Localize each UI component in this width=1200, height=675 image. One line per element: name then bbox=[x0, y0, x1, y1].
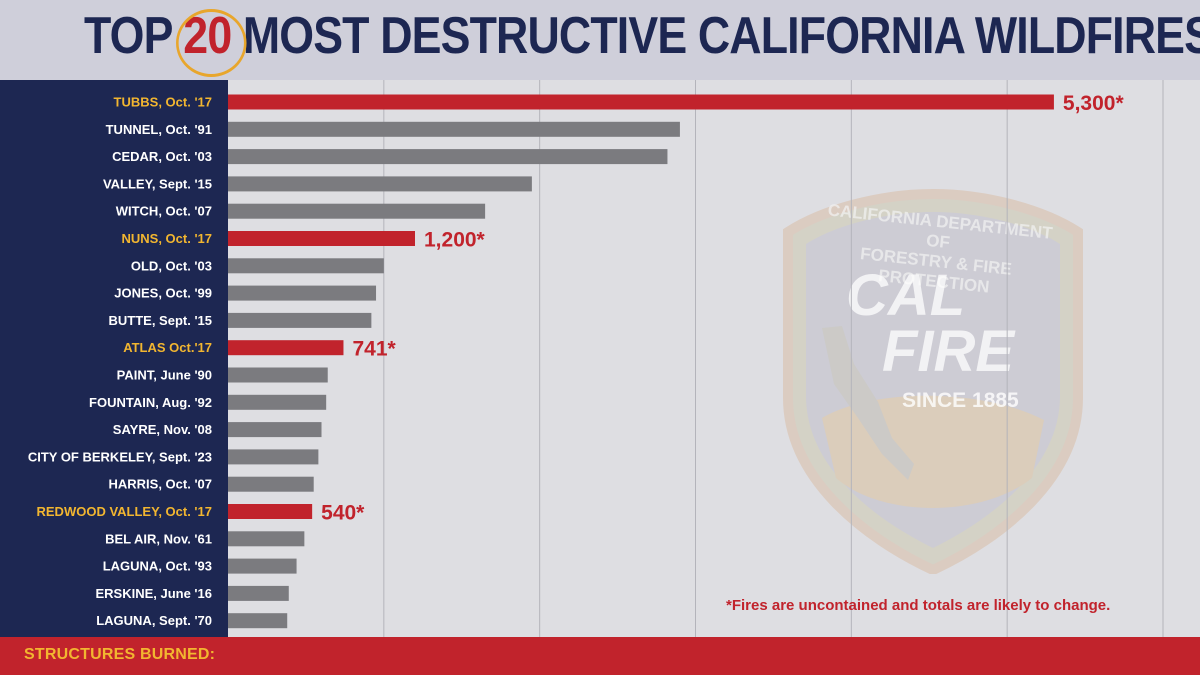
plot-area bbox=[228, 80, 1200, 637]
bar bbox=[228, 367, 328, 383]
bar bbox=[228, 94, 1054, 110]
bar bbox=[228, 121, 680, 137]
category-label: ATLAS Oct.'17 bbox=[123, 340, 212, 355]
category-label: BEL AIR, Nov. '61 bbox=[105, 531, 212, 546]
x-axis-band: STRUCTURES BURNED: bbox=[0, 637, 1200, 675]
bar bbox=[228, 531, 305, 547]
bar bbox=[228, 476, 314, 492]
category-label: CITY OF BERKELEY, Sept. '23 bbox=[28, 449, 212, 464]
bar bbox=[228, 203, 486, 219]
bar bbox=[228, 585, 289, 601]
seal-since-text: SINCE 1885 bbox=[902, 389, 1019, 412]
bar bbox=[228, 394, 327, 410]
title-suffix: MOST DESTRUCTIVE CALIFORNIA WILDFIRES bbox=[231, 7, 1200, 65]
category-label: LAGUNA, Sept. '70 bbox=[96, 613, 212, 628]
category-label: TUBBS, Oct. '17 bbox=[114, 95, 212, 110]
category-label: VALLEY, Sept. '15 bbox=[103, 176, 212, 191]
cal-fire-seal-logo bbox=[783, 188, 1083, 574]
bar bbox=[228, 558, 297, 574]
title-prefix: TOP bbox=[84, 7, 184, 65]
category-label: TUNNEL, Oct. '91 bbox=[106, 122, 212, 137]
category-label: LAGUNA, Oct. '93 bbox=[103, 559, 212, 574]
bar bbox=[228, 285, 377, 301]
x-axis-title: STRUCTURES BURNED: bbox=[24, 646, 216, 663]
bar bbox=[228, 449, 319, 465]
bar bbox=[228, 504, 313, 519]
bar bbox=[228, 613, 288, 629]
category-label: OLD, Oct. '03 bbox=[131, 258, 212, 273]
category-label: JONES, Oct. '99 bbox=[114, 286, 212, 301]
bar bbox=[228, 422, 322, 438]
category-label: HARRIS, Oct. '07 bbox=[108, 477, 212, 492]
category-label: NUNS, Oct. '17 bbox=[121, 231, 212, 246]
seal-cal-text: CAL bbox=[846, 263, 966, 328]
category-label: WITCH, Oct. '07 bbox=[116, 204, 212, 219]
bar bbox=[228, 231, 415, 246]
category-label-panel bbox=[0, 80, 228, 637]
footnote: *Fires are uncontained and totals are li… bbox=[726, 597, 1111, 614]
category-label: PAINT, June '90 bbox=[117, 368, 212, 383]
category-label: ERSKINE, June '16 bbox=[95, 586, 212, 601]
category-label: REDWOOD VALLEY, Oct. '17 bbox=[37, 504, 213, 519]
bar bbox=[228, 149, 668, 165]
category-label: SAYRE, Nov. '08 bbox=[113, 422, 212, 437]
data-label: 741* bbox=[352, 338, 396, 361]
title-number: 20 bbox=[183, 7, 232, 65]
data-label: 1,200* bbox=[424, 229, 486, 252]
bar bbox=[228, 258, 384, 274]
data-label: 540* bbox=[321, 502, 365, 525]
bar bbox=[228, 340, 344, 356]
page-title: TOP 20 MOST DESTRUCTIVE CALIFORNIA WILDF… bbox=[84, 6, 1200, 66]
category-label: CEDAR, Oct. '03 bbox=[112, 149, 212, 164]
category-label: BUTTE, Sept. '15 bbox=[109, 313, 213, 328]
seal-fire-text: FIRE bbox=[882, 319, 1015, 384]
bar bbox=[228, 176, 532, 192]
data-label: 5,300* bbox=[1063, 92, 1125, 115]
bar bbox=[228, 312, 372, 328]
title-banner: TOP 20 MOST DESTRUCTIVE CALIFORNIA WILDF… bbox=[0, 0, 1200, 80]
category-label: FOUNTAIN, Aug. '92 bbox=[89, 395, 212, 410]
